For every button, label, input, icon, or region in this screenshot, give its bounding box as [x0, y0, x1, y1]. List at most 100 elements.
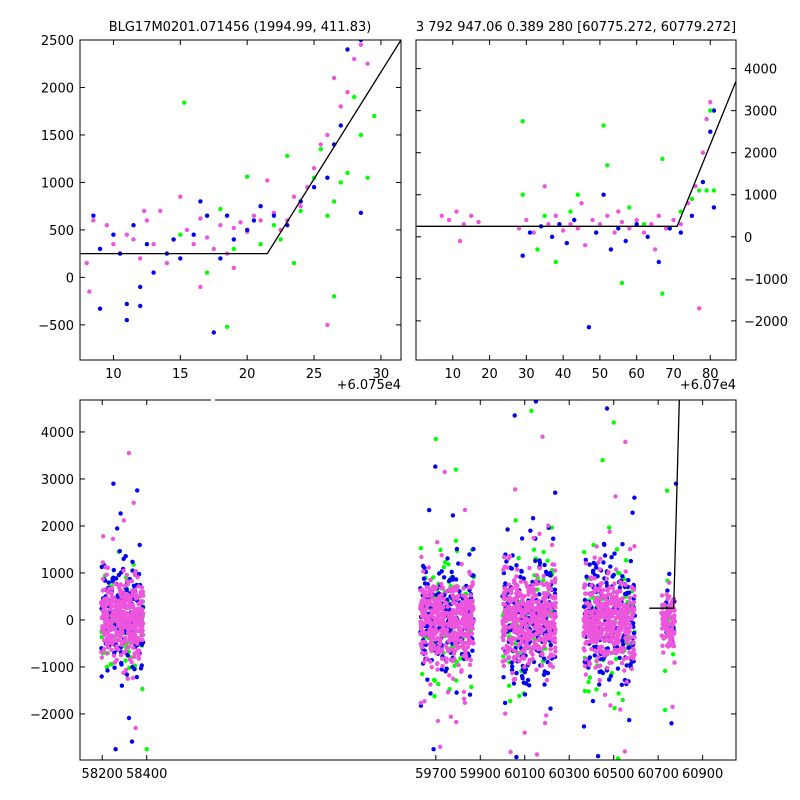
data-point-green [123, 658, 128, 663]
data-point-pink [104, 223, 110, 228]
data-point-pink [128, 617, 134, 622]
data-point-pink [434, 651, 439, 656]
data-point-pink [634, 217, 639, 223]
data-point-blue [523, 681, 529, 686]
data-point-blue [624, 663, 629, 668]
data-point-pink [428, 646, 433, 651]
data-point-pink [105, 590, 111, 595]
data-point-pink [553, 213, 558, 218]
data-point-blue [171, 237, 176, 242]
data-point-pink [590, 591, 595, 596]
data-point-pink [121, 568, 126, 573]
data-point-pink [608, 607, 613, 612]
data-point-blue [231, 237, 236, 242]
data-point-pink [106, 623, 111, 628]
data-point-pink [124, 232, 129, 237]
data-point-blue [501, 675, 506, 680]
data-point-pink [106, 599, 112, 604]
data-point-blue [113, 576, 119, 581]
data-point-blue [431, 747, 436, 752]
data-point-green [453, 538, 459, 543]
data-point-pink [594, 639, 599, 644]
data-point-blue [251, 218, 257, 223]
y-tick-label: 1500 [41, 129, 74, 144]
data-point-green [433, 436, 438, 442]
data-point-pink [450, 593, 455, 598]
data-point-pink [579, 201, 584, 206]
data-point-pink [612, 581, 617, 586]
data-point-pink [547, 604, 552, 609]
data-point-pink [590, 217, 595, 223]
data-point-pink [624, 679, 629, 685]
data-point-pink [110, 536, 116, 542]
model-line [416, 80, 736, 227]
data-point-pink [440, 664, 445, 669]
data-point-pink [439, 553, 444, 558]
data-point-pink [531, 644, 537, 649]
top-left-x-offset: +6.075e4 [337, 378, 401, 393]
data-point-pink [476, 219, 481, 225]
data-point-blue [130, 559, 135, 564]
data-point-blue [624, 591, 629, 596]
data-point-pink [553, 649, 558, 654]
data-point-blue [627, 717, 632, 723]
data-point-pink [661, 650, 666, 655]
data-point-pink [546, 523, 551, 528]
data-point-pink [130, 627, 135, 632]
data-point-pink [607, 599, 612, 604]
data-point-pink [454, 719, 459, 725]
data-point-blue [358, 40, 364, 43]
data-point-blue [514, 754, 519, 760]
data-point-pink [665, 623, 670, 628]
data-point-pink [419, 614, 425, 619]
data-point-pink [437, 622, 443, 627]
data-point-pink [537, 624, 543, 629]
data-point-pink [101, 638, 107, 643]
data-point-pink [605, 614, 610, 620]
data-point-pink [129, 578, 134, 584]
data-point-pink [522, 603, 528, 608]
data-point-pink [537, 566, 542, 571]
data-point-pink [118, 652, 124, 658]
data-point-pink [603, 621, 608, 627]
data-point-green [285, 153, 290, 158]
data-point-blue [617, 655, 622, 660]
data-point-pink [138, 609, 143, 615]
data-point-pink [622, 668, 627, 673]
data-point-pink [125, 631, 131, 636]
data-point-pink [541, 582, 547, 588]
data-point-pink [612, 230, 617, 235]
data-point-pink [531, 230, 536, 235]
data-point-green [325, 213, 330, 218]
data-point-blue [119, 683, 125, 688]
data-point-green [231, 246, 236, 252]
data-point-blue [129, 739, 135, 744]
data-point-green [542, 213, 547, 218]
data-point-pink [110, 626, 116, 631]
data-point-blue [121, 556, 126, 561]
data-point-pink [610, 585, 616, 591]
data-point-green [582, 549, 587, 555]
data-point-pink [599, 629, 604, 634]
data-point-blue [124, 672, 130, 677]
data-point-pink [583, 243, 588, 248]
data-point-pink [470, 606, 476, 611]
data-point-pink [91, 218, 96, 223]
data-point-pink [453, 642, 458, 647]
data-point-pink [538, 614, 544, 619]
data-point-blue [91, 213, 96, 218]
data-point-blue [620, 642, 626, 647]
data-point-pink [616, 629, 621, 634]
data-point-pink [126, 450, 132, 456]
data-point-pink [589, 583, 594, 588]
data-point-pink [120, 618, 125, 623]
data-point-green [440, 784, 444, 788]
data-point-pink [501, 602, 506, 607]
data-point-pink [506, 655, 512, 660]
data-point-pink [458, 639, 464, 645]
data-point-pink [514, 649, 519, 655]
data-point-blue [519, 536, 525, 541]
data-point-blue [597, 669, 602, 675]
data-point-pink [265, 178, 270, 183]
data-point-pink [544, 613, 549, 618]
